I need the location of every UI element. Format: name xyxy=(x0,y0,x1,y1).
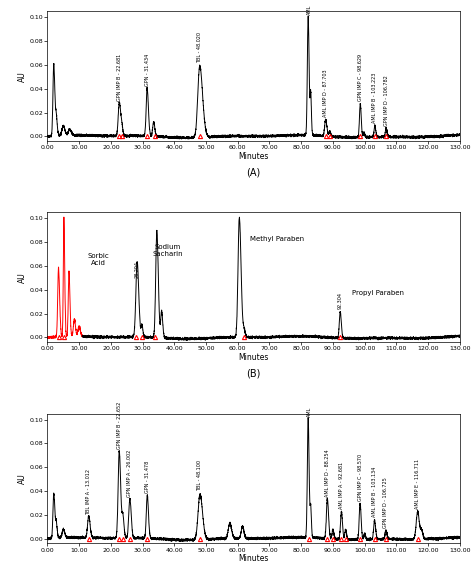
Text: Methyl Paraben: Methyl Paraben xyxy=(250,236,304,242)
Text: AML IMP B - 103.134: AML IMP B - 103.134 xyxy=(372,467,377,517)
Text: GPN IMP D - 106.782: GPN IMP D - 106.782 xyxy=(383,75,389,126)
Y-axis label: AU: AU xyxy=(18,71,27,82)
Text: (B): (B) xyxy=(246,368,261,378)
Text: 28.294: 28.294 xyxy=(135,261,140,278)
Text: AML IMP E - 116.711: AML IMP E - 116.711 xyxy=(415,458,420,509)
X-axis label: Minutes: Minutes xyxy=(238,353,269,362)
Text: AML IMP B - 103.223: AML IMP B - 103.223 xyxy=(373,73,377,123)
Text: Propyl Paraben: Propyl Paraben xyxy=(352,290,404,296)
Text: Sodium
Sacharin: Sodium Sacharin xyxy=(153,243,183,256)
Text: TBL IMP A - 13.012: TBL IMP A - 13.012 xyxy=(86,469,91,515)
Text: AML: AML xyxy=(307,5,311,15)
Text: AML IMP D - 88.254: AML IMP D - 88.254 xyxy=(325,449,330,497)
Text: GPN IMP C - 98.629: GPN IMP C - 98.629 xyxy=(358,54,363,101)
Text: TBL - 48.020: TBL - 48.020 xyxy=(197,32,202,62)
X-axis label: Minutes: Minutes xyxy=(238,554,269,563)
X-axis label: Minutes: Minutes xyxy=(238,152,269,161)
Text: AML IMP A - 92.681: AML IMP A - 92.681 xyxy=(339,462,344,509)
Text: GPN IMP C - 98.570: GPN IMP C - 98.570 xyxy=(357,453,363,500)
Text: GPN - 31.434: GPN - 31.434 xyxy=(145,54,150,87)
Text: GPN IMP B - 22.652: GPN IMP B - 22.652 xyxy=(117,402,122,449)
Text: GPN IMP A - 26.002: GPN IMP A - 26.002 xyxy=(128,449,132,497)
Y-axis label: AU: AU xyxy=(18,473,27,484)
Text: AML IMP D - 87.703: AML IMP D - 87.703 xyxy=(323,70,328,117)
Text: TBL - 48.100: TBL - 48.100 xyxy=(198,460,202,491)
Text: Sorbic
Acid: Sorbic Acid xyxy=(87,253,109,266)
Text: GPN IMP B - 22.681: GPN IMP B - 22.681 xyxy=(117,53,122,101)
Text: 92.304: 92.304 xyxy=(337,292,343,309)
Text: AML: AML xyxy=(307,407,311,417)
Text: GPN - 31.478: GPN - 31.478 xyxy=(145,461,150,494)
Y-axis label: AU: AU xyxy=(18,272,27,282)
Text: (A): (A) xyxy=(246,167,261,177)
Text: GPN IMP D - 106.725: GPN IMP D - 106.725 xyxy=(383,477,389,528)
